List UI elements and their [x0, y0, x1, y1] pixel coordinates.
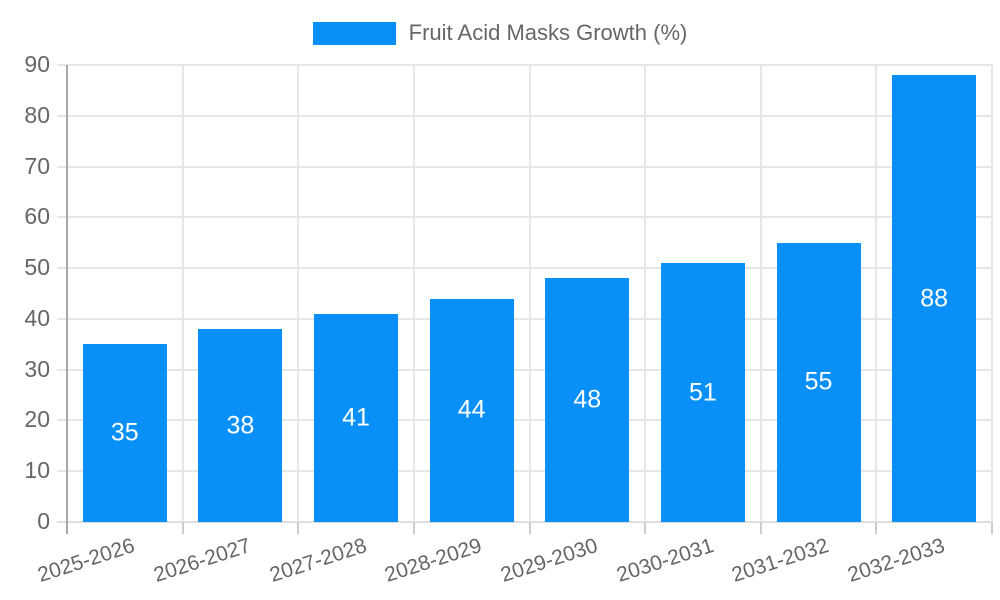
y-grid-line [57, 267, 992, 270]
bar-value-label: 35 [110, 418, 139, 447]
y-tick-label: 50 [24, 254, 50, 281]
x-grid-line [528, 65, 531, 522]
y-tick-label: 90 [24, 50, 50, 77]
y-tick-label: 20 [24, 406, 50, 433]
x-tick-label: 2031-2032 [729, 534, 832, 587]
x-tick-label: 2027-2028 [266, 534, 370, 587]
bar-value-label: 48 [573, 385, 602, 414]
x-axis-line [57, 521, 992, 523]
bar-value-label: 51 [689, 378, 717, 407]
x-tick-mark [297, 522, 300, 534]
x-tick-mark [181, 522, 184, 534]
x-tick-mark [875, 522, 878, 534]
y-grid-line [57, 216, 992, 219]
x-tick-mark [759, 522, 762, 534]
bar-value-label: 88 [920, 284, 949, 313]
y-grid-line [57, 470, 992, 473]
y-grid-line [57, 317, 992, 320]
y-grid-line [57, 419, 992, 422]
x-tick-label: 2026-2027 [150, 534, 254, 587]
y-tick-label: 0 [37, 507, 50, 534]
y-grid-line [57, 64, 992, 66]
x-grid-line [875, 65, 878, 522]
bar-value-label: 44 [457, 395, 486, 424]
y-tick-label: 10 [24, 457, 50, 484]
x-grid-line [297, 65, 300, 522]
bar[interactable] [198, 329, 283, 522]
bar-value-label: 41 [342, 403, 370, 432]
bar[interactable] [660, 263, 745, 522]
y-axis-line [66, 65, 68, 534]
x-tick-mark [644, 522, 647, 534]
x-tick-label: 2032-2033 [844, 534, 948, 587]
bar[interactable] [314, 313, 399, 522]
x-tick-label: 2029-2030 [497, 534, 601, 587]
bar[interactable] [776, 242, 861, 522]
x-tick-mark [528, 522, 531, 534]
y-grid-line [57, 165, 992, 168]
x-tick-label: 2030-2031 [613, 534, 717, 587]
bar-value-label: 38 [226, 411, 255, 440]
y-tick-label: 70 [24, 152, 50, 179]
y-grid-line [57, 114, 992, 117]
x-tick-label: 2025-2026 [35, 534, 138, 587]
legend-label: Fruit Acid Masks Growth (%) [408, 20, 688, 45]
chart-legend[interactable]: Fruit Acid Masks Growth (%) [0, 20, 1000, 46]
y-tick-label: 30 [24, 355, 50, 382]
bar-value-label: 55 [804, 367, 833, 396]
bar[interactable] [545, 278, 630, 522]
y-grid-line [57, 368, 992, 371]
x-grid-line [181, 65, 184, 522]
bar[interactable] [892, 75, 977, 522]
x-tick-mark [412, 522, 415, 534]
x-grid-line [759, 65, 762, 522]
bar[interactable] [82, 344, 167, 522]
y-tick-label: 60 [24, 203, 50, 230]
x-tick-mark [991, 522, 993, 534]
x-tick-label: 2028-2029 [382, 534, 485, 587]
legend-swatch [312, 21, 396, 45]
y-tick-label: 80 [24, 101, 50, 128]
bar[interactable] [429, 298, 514, 522]
y-tick-label: 40 [24, 304, 50, 331]
plot-right-border [991, 65, 993, 522]
x-grid-line [412, 65, 415, 522]
x-grid-line [644, 65, 647, 522]
